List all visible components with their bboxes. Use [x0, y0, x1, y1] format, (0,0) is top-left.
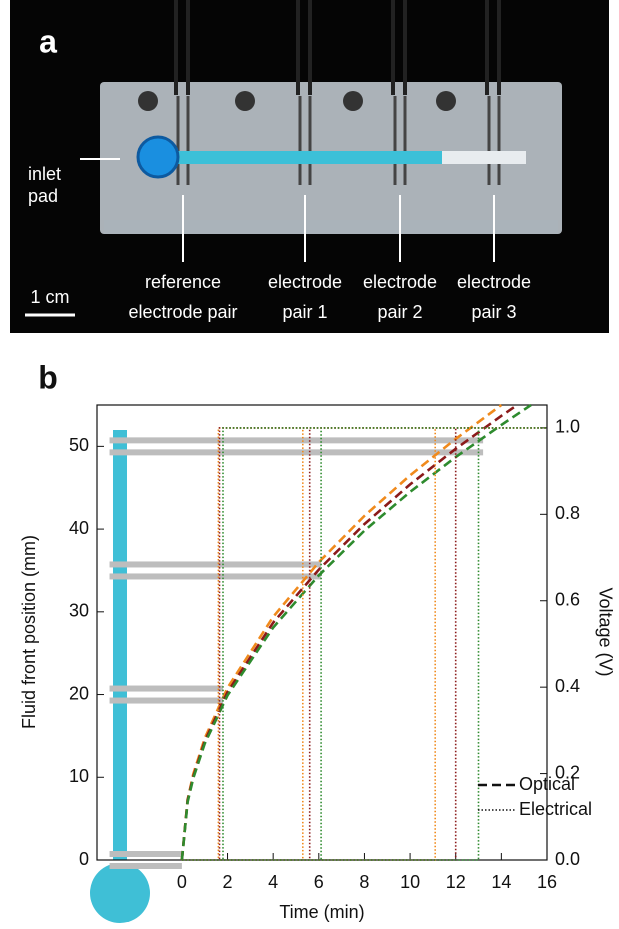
pointer-lines [182, 195, 495, 262]
x-tick-label: 4 [268, 872, 278, 892]
electrode-label: electrode pair [128, 302, 237, 322]
y-tick-label: 0 [79, 849, 89, 869]
pad-schematic [90, 863, 150, 923]
x-tick-label: 6 [314, 872, 324, 892]
electrode-bar [109, 449, 484, 456]
wires [174, 0, 501, 95]
electrode-bar [109, 863, 182, 869]
data-line [181, 427, 547, 861]
x-tick-label: 10 [400, 872, 420, 892]
x-tick-label: 16 [537, 872, 557, 892]
y2-tick-label: 0.2 [555, 762, 580, 782]
data-line [181, 427, 547, 861]
wetted-channel [160, 151, 442, 164]
y2-tick-label: 0.4 [555, 676, 580, 696]
data-line [180, 403, 519, 861]
y2-tick-label: 0.6 [555, 589, 580, 609]
x-axis-label: Time (min) [279, 902, 364, 922]
plot-frame [96, 404, 548, 861]
electrode-label: reference [145, 272, 221, 292]
y-tick-label: 10 [69, 766, 89, 786]
panel-label: b [38, 359, 58, 395]
electrodes [176, 96, 501, 185]
electrode-bar [109, 851, 182, 857]
y2-axis-label: Voltage (V) [595, 587, 615, 676]
x-tick-label: 8 [359, 872, 369, 892]
electrode-bar [109, 697, 223, 704]
electrode-label: pair 3 [471, 302, 516, 322]
x-tick-label: 0 [177, 872, 187, 892]
data-line [180, 403, 532, 861]
data-line [181, 427, 547, 861]
scale-label: 1 cm [30, 287, 69, 307]
electrode-label: pair 1 [282, 302, 327, 322]
x-tick-label: 14 [491, 872, 511, 892]
y-tick-label: 20 [69, 683, 89, 703]
chart-panel: b Fluid front position (mm) Voltage (V) … [19, 359, 615, 923]
knobs [138, 91, 456, 111]
inlet-label: inlet [28, 164, 61, 184]
photo-panel: a inlet pad 1 cm [10, 0, 609, 333]
y-tick-label: 40 [69, 518, 89, 538]
data-line [180, 403, 503, 861]
y2-tick-label: 1.0 [555, 417, 580, 437]
y-axis-label: Fluid front position (mm) [19, 535, 39, 729]
electrode-label: electrode [363, 272, 437, 292]
panel-label: a [39, 23, 57, 59]
dry-channel [442, 151, 526, 164]
x-tick-label: 12 [446, 872, 466, 892]
legend-label: Optical [519, 774, 575, 794]
inlet-pad [136, 135, 180, 179]
electrode-label: electrode [268, 272, 342, 292]
inlet-label: pad [28, 186, 58, 206]
legend-label: Electrical [519, 799, 592, 819]
y-tick-label: 50 [69, 435, 89, 455]
y-tick-label: 30 [69, 601, 89, 621]
device-edge [104, 220, 558, 234]
electrode-bar [109, 573, 322, 580]
channel-schematic [113, 430, 127, 860]
electrode-bar [109, 437, 484, 444]
electrode-label: electrode [457, 272, 531, 292]
y2-tick-label: 0.8 [555, 503, 580, 523]
electrode-label: pair 2 [377, 302, 422, 322]
y2-tick-label: 0.0 [555, 849, 580, 869]
x-tick-label: 2 [223, 872, 233, 892]
electrode-bar [109, 685, 223, 692]
electrode-bar [109, 561, 322, 568]
